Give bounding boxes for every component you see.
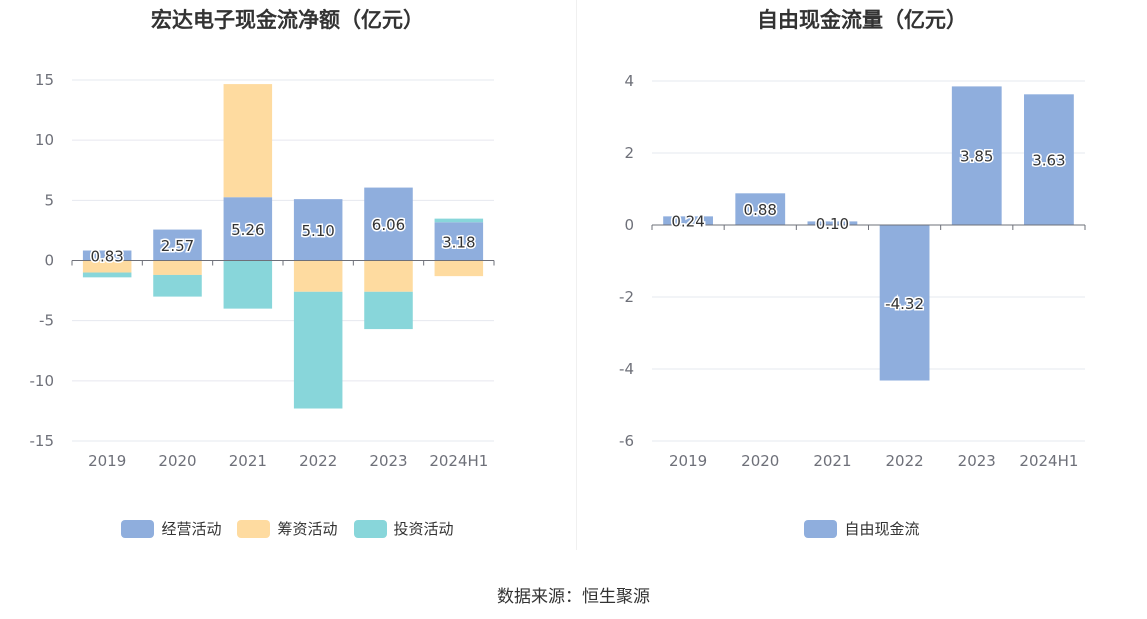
data-label: -4.32 <box>885 295 924 313</box>
legend-label: 投资活动 <box>393 520 454 538</box>
data-label: 5.10 <box>301 222 334 240</box>
bar <box>364 187 413 261</box>
y-tick-label: 15 <box>35 71 54 89</box>
bar <box>82 272 132 278</box>
data-label: 3.18 <box>442 233 475 251</box>
bar <box>434 218 484 223</box>
legend-item-financing[interactable]: 筹资活动 <box>237 518 338 539</box>
x-tick-label: 2024H1 <box>1019 452 1078 470</box>
data-label: 5.26 <box>231 221 264 239</box>
y-tick-label: -5 <box>39 312 54 330</box>
chart-legend: 自由现金流 <box>577 518 1147 539</box>
x-tick-label: 2021 <box>813 452 851 470</box>
bar <box>82 260 132 273</box>
bar <box>663 216 713 225</box>
y-tick-label: -15 <box>30 432 55 450</box>
data-label: 2.57 <box>161 237 194 255</box>
free-cashflow-chart: 自由现金流量（亿元） 4 2 0 -2 -4 -6 0.24 0.88 0.10 -4.32 3.8… <box>577 0 1147 560</box>
bar <box>293 291 343 409</box>
x-tick-label: 2023 <box>958 452 996 470</box>
bar <box>153 260 202 275</box>
y-tick-label: -10 <box>30 372 55 390</box>
legend-label: 经营活动 <box>161 520 222 538</box>
data-label: 0.24 <box>671 213 704 231</box>
x-tick-label: 2022 <box>885 452 923 470</box>
chart-title: 自由现金流量（亿元） <box>757 8 967 32</box>
y-tick-label: -2 <box>619 288 634 306</box>
bar <box>364 291 413 330</box>
legend-swatch <box>237 519 271 538</box>
cashflow-net-chart: 宏达电子现金流净额（亿元） 15 10 5 0 -5 -10 -15 0.83 2.57 5.26… <box>0 0 575 560</box>
y-tick-label: 0 <box>44 252 54 270</box>
x-tick-label: 2022 <box>299 452 337 470</box>
y-tick-label: -4 <box>619 360 634 378</box>
bar <box>364 260 413 292</box>
x-tick-label: 2019 <box>88 452 126 470</box>
data-label: 3.63 <box>1032 152 1065 170</box>
bar <box>293 199 343 261</box>
bar <box>434 260 484 277</box>
bar <box>153 229 202 261</box>
data-source: 数据来源：恒生聚源 <box>497 587 650 607</box>
y-tick-label: 5 <box>44 191 54 209</box>
bar <box>223 84 273 198</box>
x-tick-label: 2021 <box>229 452 267 470</box>
data-label: 0.10 <box>816 215 849 233</box>
free-cashflow-plot: 4 2 0 -2 -4 -6 0.24 0.88 0.10 -4.32 3.85 3.63 2019 20… <box>619 72 1086 470</box>
data-label: 0.83 <box>90 248 123 266</box>
bar <box>223 197 273 261</box>
bar <box>735 193 786 225</box>
legend-label: 自由现金流 <box>844 520 920 538</box>
legend-swatch <box>353 519 387 538</box>
chart-legend: 经营活动 筹资活动 投资活动 <box>0 518 575 539</box>
y-tick-label: 4 <box>624 72 634 90</box>
bar <box>82 250 132 261</box>
bar <box>293 260 343 292</box>
x-tick-label: 2020 <box>158 452 196 470</box>
bar <box>223 260 273 309</box>
legend-item-operating[interactable]: 经营活动 <box>121 518 221 539</box>
legend-item-investing[interactable]: 投资活动 <box>353 518 454 539</box>
legend-swatch <box>121 519 155 538</box>
y-tick-label: 10 <box>35 131 54 149</box>
y-tick-label: 0 <box>624 216 634 234</box>
legend-item-free-cashflow[interactable]: 自由现金流 <box>804 518 920 539</box>
x-tick-label: 2020 <box>741 452 779 470</box>
legend-swatch <box>804 519 838 538</box>
legend-label: 筹资活动 <box>277 520 338 538</box>
x-tick-label: 2024H1 <box>429 452 488 470</box>
data-label: 6.06 <box>372 216 405 234</box>
data-label: 0.88 <box>744 201 777 219</box>
y-tick-label: -6 <box>619 432 634 450</box>
bar <box>153 274 202 297</box>
chart-title: 宏达电子现金流净额（亿元） <box>151 8 424 32</box>
bar <box>807 221 858 225</box>
bar <box>1024 94 1074 225</box>
x-tick-label: 2019 <box>669 452 707 470</box>
panel-divider <box>576 0 577 550</box>
bar <box>879 225 930 381</box>
bar <box>434 222 484 261</box>
x-tick-label: 2023 <box>369 452 407 470</box>
y-tick-label: 2 <box>624 144 634 162</box>
cashflow-net-plot: 15 10 5 0 -5 -10 -15 0.83 2.57 5.26 5.10 6.06 3.18 20… <box>30 71 495 470</box>
bar <box>951 86 1002 226</box>
data-label: 3.85 <box>960 148 993 166</box>
